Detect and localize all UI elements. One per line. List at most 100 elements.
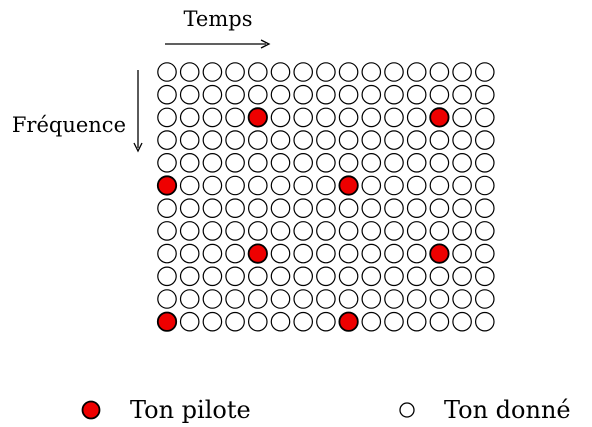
- data-tone: [452, 84, 472, 105]
- data-tone: [270, 198, 291, 218]
- data-tone: [202, 62, 223, 82]
- data-tone: [384, 198, 404, 218]
- data-tone: [202, 107, 223, 128]
- data-tone: [225, 289, 245, 309]
- data-tone: [202, 289, 223, 309]
- data-tone: [384, 311, 404, 332]
- data-tone: [429, 62, 450, 82]
- data-tone: [179, 107, 200, 128]
- time-axis-label: Temps: [184, 7, 253, 31]
- pilot-tone: [429, 107, 450, 128]
- data-tone: [406, 84, 427, 105]
- data-tone: [270, 243, 291, 264]
- data-tone: [406, 311, 427, 332]
- data-tone: [247, 130, 268, 150]
- data-tone: [361, 311, 382, 332]
- legend-pilot-marker: [81, 400, 101, 420]
- data-tone: [406, 62, 427, 82]
- data-tone: [452, 107, 472, 128]
- data-tone: [429, 266, 450, 287]
- data-tone: [384, 221, 404, 241]
- data-tone: [247, 311, 268, 332]
- legend-data-label: Ton donné: [444, 396, 571, 424]
- data-tone: [293, 153, 313, 173]
- data-tone: [338, 153, 359, 173]
- data-tone: [338, 289, 359, 309]
- data-tone: [429, 198, 450, 218]
- data-tone: [202, 130, 223, 150]
- data-tone: [429, 175, 450, 196]
- data-tone: [316, 198, 336, 218]
- data-tone: [157, 221, 177, 241]
- pilot-tone: [338, 311, 359, 332]
- data-tone: [406, 153, 427, 173]
- data-tone: [406, 289, 427, 309]
- data-tone: [157, 243, 177, 264]
- data-tone: [338, 266, 359, 287]
- data-tone: [202, 175, 223, 196]
- pilot-tone: [247, 107, 268, 128]
- data-tone: [157, 62, 177, 82]
- pilot-tone: [247, 243, 268, 264]
- data-tone: [225, 107, 245, 128]
- data-tone: [316, 311, 336, 332]
- data-tone: [474, 84, 495, 105]
- data-tone: [270, 266, 291, 287]
- data-tone: [474, 198, 495, 218]
- data-tone: [361, 266, 382, 287]
- pilot-tone: [338, 175, 359, 196]
- data-tone: [202, 266, 223, 287]
- data-tone: [316, 153, 336, 173]
- data-tone: [316, 221, 336, 241]
- data-tone: [338, 62, 359, 82]
- legend-data-marker: [399, 402, 415, 418]
- data-tone: [293, 198, 313, 218]
- data-tone: [293, 62, 313, 82]
- data-tone: [293, 175, 313, 196]
- data-tone: [361, 289, 382, 309]
- data-tone: [474, 289, 495, 309]
- data-tone: [293, 107, 313, 128]
- data-tone: [270, 175, 291, 196]
- data-tone: [270, 221, 291, 241]
- data-tone: [157, 130, 177, 150]
- data-tone: [293, 289, 313, 309]
- data-tone: [270, 153, 291, 173]
- data-tone: [452, 130, 472, 150]
- data-tone: [225, 84, 245, 105]
- data-tone: [179, 84, 200, 105]
- data-tone: [384, 266, 404, 287]
- data-tone: [157, 289, 177, 309]
- data-tone: [429, 130, 450, 150]
- data-tone: [270, 84, 291, 105]
- data-tone: [361, 130, 382, 150]
- data-tone: [293, 84, 313, 105]
- data-tone: [225, 311, 245, 332]
- data-tone: [293, 266, 313, 287]
- time-arrow-icon: [165, 39, 271, 49]
- frequency-axis-label: Fréquence: [12, 113, 126, 137]
- data-tone: [474, 107, 495, 128]
- data-tone: [452, 311, 472, 332]
- data-tone: [316, 84, 336, 105]
- data-tone: [406, 107, 427, 128]
- data-tone: [452, 198, 472, 218]
- data-tone: [179, 266, 200, 287]
- data-tone: [247, 221, 268, 241]
- data-tone: [179, 243, 200, 264]
- data-tone: [474, 311, 495, 332]
- data-tone: [293, 311, 313, 332]
- data-tone: [474, 130, 495, 150]
- data-tone: [157, 198, 177, 218]
- data-tone: [316, 266, 336, 287]
- data-tone: [179, 221, 200, 241]
- data-tone: [293, 130, 313, 150]
- data-tone: [247, 198, 268, 218]
- data-tone: [293, 243, 313, 264]
- data-tone: [316, 130, 336, 150]
- data-tone: [384, 243, 404, 264]
- data-tone: [452, 289, 472, 309]
- data-tone: [474, 266, 495, 287]
- pilot-tone: [156, 175, 178, 196]
- data-tone: [452, 266, 472, 287]
